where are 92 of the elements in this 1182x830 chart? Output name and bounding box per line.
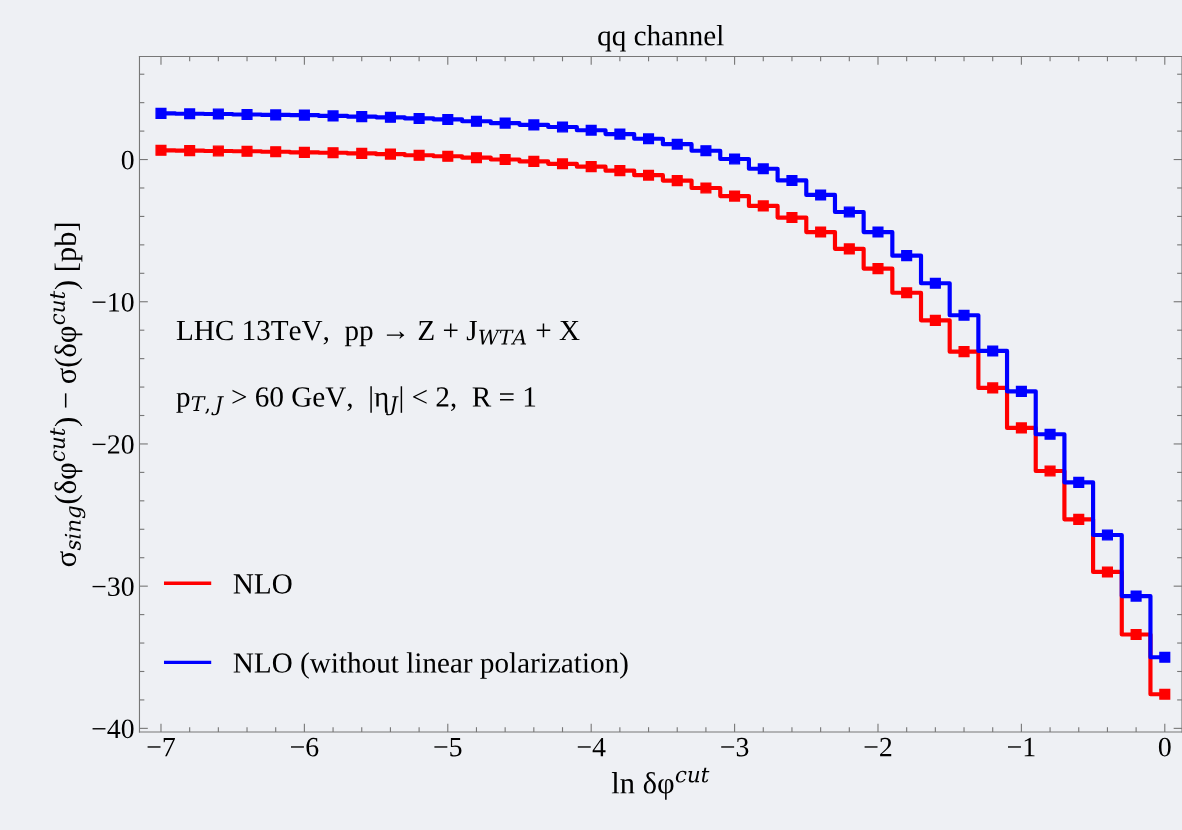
point: [212, 108, 224, 120]
x-axis-title: ln δφ$^{cut}$: [611, 767, 710, 800]
point: [843, 243, 855, 255]
point: [212, 145, 224, 157]
point: [1044, 465, 1056, 477]
point: [585, 161, 597, 173]
point: [356, 111, 368, 123]
point: [470, 115, 483, 127]
point: [528, 155, 540, 167]
point: [757, 163, 769, 175]
point: [1015, 385, 1027, 397]
point: [700, 182, 712, 194]
point: [642, 133, 655, 145]
point: [901, 287, 913, 299]
y-tick-label: −20: [92, 435, 134, 454]
point: [413, 112, 425, 124]
point: [356, 147, 368, 159]
point: [298, 109, 310, 121]
point: [384, 111, 396, 123]
point: [872, 263, 884, 275]
point: [1101, 529, 1113, 541]
point: [958, 346, 970, 358]
point: [1159, 651, 1171, 663]
point: [1130, 628, 1142, 641]
y-tick-label: 0: [121, 150, 134, 170]
point: [815, 226, 827, 238]
point: [556, 121, 569, 133]
point: [729, 153, 741, 165]
point: [556, 158, 569, 170]
point: [241, 108, 253, 121]
legend-label: NLO (without linear polarization): [233, 652, 628, 679]
x-tick-label: −1: [1008, 737, 1035, 757]
point: [184, 145, 196, 157]
point: [671, 138, 683, 150]
point: [1073, 513, 1085, 525]
point: [1101, 566, 1113, 578]
y-tick-label: −30: [92, 577, 134, 597]
point: [614, 165, 626, 177]
point: [270, 146, 282, 158]
point: [470, 152, 483, 164]
y-axis-title: σ$_{sing}$(δφ$^{cut}$) − σ(δφ$^{cut}$) [pb]: [50, 223, 86, 567]
point: [327, 110, 339, 122]
point: [929, 277, 941, 289]
point: [270, 109, 282, 121]
point: [528, 119, 540, 131]
y-tick-label: −40: [92, 719, 134, 739]
point: [987, 382, 999, 394]
point: [786, 174, 798, 186]
point: [184, 108, 196, 120]
point: [757, 200, 769, 212]
point: [413, 149, 425, 161]
point: [155, 144, 167, 156]
chart-title: qq channel: [598, 25, 724, 52]
y-tick-label: −10: [92, 292, 134, 312]
point: [1130, 590, 1142, 602]
point: [729, 190, 741, 202]
point: [298, 146, 310, 158]
point: [987, 345, 999, 357]
point: [671, 175, 683, 187]
point: [614, 128, 626, 140]
point: [815, 189, 827, 201]
point: [1073, 476, 1085, 488]
point: [700, 145, 712, 157]
point: [929, 314, 941, 326]
x-tick-label: −3: [721, 737, 749, 757]
point: [958, 309, 970, 321]
point: [442, 113, 454, 125]
point: [499, 153, 511, 166]
x-tick-label: −2: [864, 737, 892, 757]
point: [872, 226, 884, 238]
point: [642, 169, 655, 181]
annotation: LHC 13TeV, pp → Z + J$_{WTA}$ + X: [176, 320, 580, 347]
x-tick-label: 0: [1158, 737, 1171, 757]
point: [499, 117, 511, 129]
point: [901, 250, 913, 262]
x-tick-label: −6: [291, 737, 319, 757]
point: [1159, 688, 1171, 700]
x-tick-label: −4: [577, 737, 606, 757]
annotation: p$_{T,J}$ > 60 GeV, |η$_{J}$| < 2, R = 1: [176, 386, 536, 416]
point: [241, 145, 253, 157]
x-tick-label: −5: [434, 738, 462, 757]
point: [384, 148, 396, 160]
point: [786, 212, 798, 224]
x-tick-label: −7: [147, 738, 175, 757]
point: [1015, 422, 1027, 434]
point: [155, 107, 167, 119]
point: [327, 147, 339, 159]
point: [585, 124, 597, 136]
legend-label: NLO: [233, 574, 292, 594]
point: [1044, 428, 1056, 440]
point: [442, 150, 454, 162]
point: [843, 206, 855, 218]
